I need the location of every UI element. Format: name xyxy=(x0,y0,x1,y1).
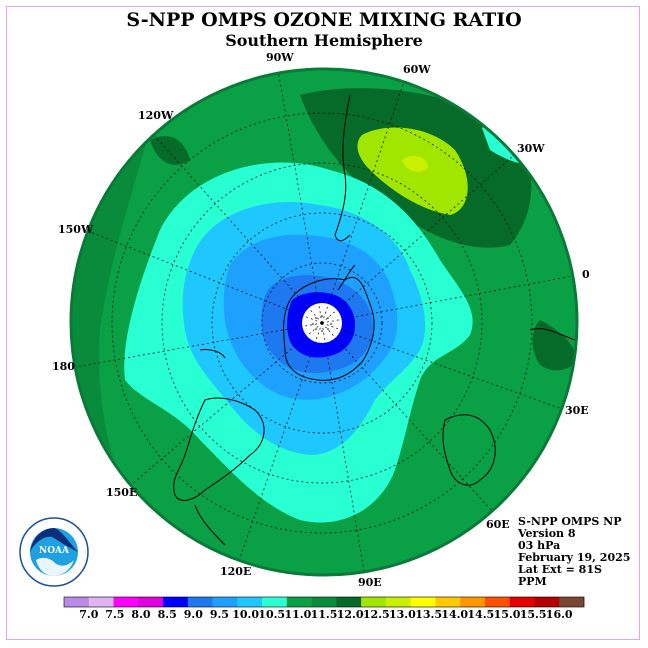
info-lat-ext: Lat Ext = 81S xyxy=(518,563,602,576)
noaa-logo-text: NOAA xyxy=(39,546,70,556)
colorbar: 7.0 7.5 8.0 8.5 9.0 9.5 10.0 10.5 11.0 11.5 12.0 12… xyxy=(63,596,585,621)
colorbar-tick-label: 8.0 xyxy=(131,608,150,621)
longitude-label: 60W xyxy=(403,63,431,76)
map-subtitle: Southern Hemisphere xyxy=(225,31,423,50)
map-title: S-NPP OMPS OZONE MIXING RATIO xyxy=(126,9,522,31)
coast-australia xyxy=(173,397,265,501)
longitude-label: 30E xyxy=(565,404,589,417)
colorbar-tick-label: 10.5 xyxy=(258,608,285,621)
longitude-label: 150W xyxy=(58,223,94,236)
figure-frame xyxy=(6,6,640,640)
colorbar-tick-label: 13.0 xyxy=(389,608,416,621)
colorbar-tick-label: 8.5 xyxy=(158,608,177,621)
longitude-label: 180 xyxy=(52,360,75,373)
colorbar-swatch xyxy=(385,597,411,607)
info-level: 03 hPa xyxy=(518,539,561,552)
graticule xyxy=(71,69,577,575)
colorbar-tick-label: 11.5 xyxy=(311,608,338,621)
coast-madagascar xyxy=(442,414,496,486)
longitude-labels: 90W 60W 120W 30W 150W 0 180 30E 150E 60E 120E 90E xyxy=(52,51,590,589)
colorbar-swatch xyxy=(113,597,139,607)
colorbar-swatch xyxy=(286,597,312,607)
colorbar-tick-label: 12.0 xyxy=(337,608,364,621)
coast-south-america xyxy=(334,94,351,242)
globe-outline xyxy=(69,67,579,577)
colorbar-tick-label: 7.5 xyxy=(105,608,124,621)
colorbar-tick-label: 14.0 xyxy=(441,608,468,621)
contour-11-5-east xyxy=(532,320,577,371)
colorbar-swatch xyxy=(410,597,436,607)
ozone-field xyxy=(71,69,577,575)
contour-12-5 xyxy=(402,155,428,172)
colorbar-swatch xyxy=(336,597,362,607)
colorbar-swatch xyxy=(262,597,288,607)
colorbar-tick-label: 9.0 xyxy=(184,608,203,621)
info-instrument: S-NPP OMPS NP xyxy=(518,515,622,528)
colorbar-swatch xyxy=(64,597,90,607)
coast-nz xyxy=(194,504,226,546)
colorbar-tick-label: 13.5 xyxy=(415,608,442,621)
colorbar-swatch xyxy=(88,597,114,607)
colorbar-tick-label: 16.0 xyxy=(546,608,573,621)
coast-peninsula xyxy=(337,264,356,291)
contour-12-0 xyxy=(357,127,468,215)
colorbar-swatch xyxy=(559,597,585,607)
colorbar-swatch xyxy=(484,597,511,607)
colorbar-swatch xyxy=(435,597,461,607)
colorbar-tick-label: 10.0 xyxy=(232,608,259,621)
colorbar-swatch xyxy=(534,597,560,607)
coast-small xyxy=(199,349,226,359)
colorbar-swatch xyxy=(460,597,486,607)
colorbar-swatch xyxy=(163,597,189,607)
colorbar-swatch xyxy=(212,597,238,607)
longitude-label: 90W xyxy=(266,51,294,64)
info-date: February 19, 2025 xyxy=(518,551,631,564)
colorbar-swatch xyxy=(138,597,164,607)
colorbar-swatch xyxy=(187,597,213,607)
longitude-label: 60E xyxy=(486,518,510,531)
longitude-label: 30W xyxy=(517,142,545,155)
colorbar-tick-label: 9.5 xyxy=(210,608,229,621)
noaa-logo: NOAA xyxy=(19,517,89,587)
longitude-label: 120E xyxy=(220,565,251,578)
colorbar-tick-label: 7.0 xyxy=(79,608,98,621)
colorbar-swatch xyxy=(311,597,337,607)
colorbar-tick-label: 14.5 xyxy=(467,608,494,621)
colorbar-tick-label: 15.5 xyxy=(520,608,547,621)
colorbar-tick-label: 12.5 xyxy=(363,608,390,621)
longitude-label: 0 xyxy=(582,268,590,281)
contour-11-5-nw xyxy=(150,136,190,165)
coastlines xyxy=(173,94,576,546)
longitude-label: 90E xyxy=(358,576,382,589)
colorbar-tick-label: 11.0 xyxy=(285,608,312,621)
colorbar-swatch xyxy=(361,597,387,607)
info-version: Version 8 xyxy=(518,527,576,540)
colorbar-tick-label: 15.0 xyxy=(494,608,521,621)
coast-africa-tip xyxy=(529,328,576,341)
colorbar-frame xyxy=(63,596,585,608)
colorbar-swatch xyxy=(509,597,535,607)
longitude-label: 120W xyxy=(138,109,174,122)
longitude-label: 150E xyxy=(106,486,137,499)
colorbar-swatch xyxy=(237,597,263,607)
info-units: PPM xyxy=(518,575,547,588)
